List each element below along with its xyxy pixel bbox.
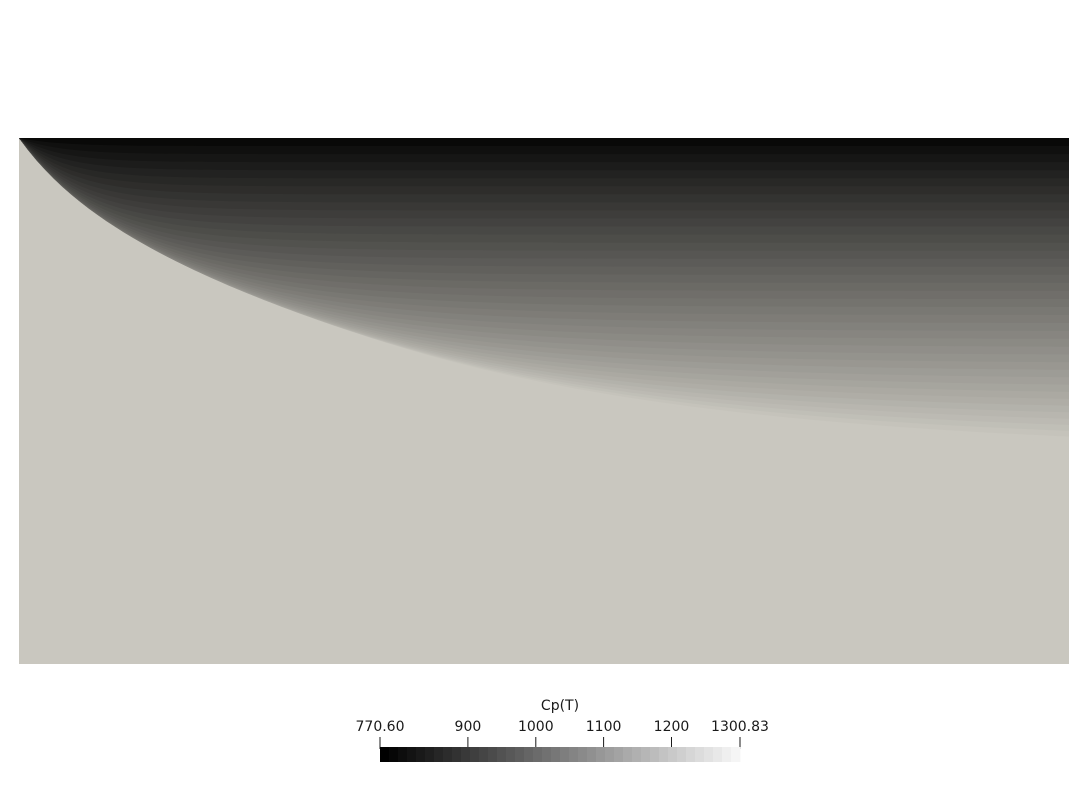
contour-bands <box>19 138 1069 664</box>
colorbar-swatch <box>668 747 678 762</box>
colorbar-swatch <box>596 747 606 762</box>
colorbar-swatch <box>407 747 417 762</box>
colorbar-swatch <box>587 747 597 762</box>
colorbar-swatch <box>560 747 570 762</box>
colorbar-swatch <box>731 747 741 762</box>
colorbar-swatch <box>416 747 426 762</box>
colorbar-gradient <box>380 747 741 762</box>
colorbar-tick-label: 770.60 <box>356 719 405 735</box>
colorbar-swatch <box>704 747 714 762</box>
colorbar-tick-label: 1000 <box>518 719 554 735</box>
colorbar-tick-label: 1100 <box>586 719 622 735</box>
colorbar-swatch <box>650 747 660 762</box>
colorbar-swatch <box>470 747 480 762</box>
colorbar-swatch <box>569 747 579 762</box>
colorbar-swatch <box>479 747 489 762</box>
colorbar-tick-label: 900 <box>455 719 482 735</box>
colorbar-swatch <box>380 747 390 762</box>
colorbar-swatch <box>497 747 507 762</box>
colorbar-swatch <box>506 747 516 762</box>
contour-band <box>19 138 1069 146</box>
colorbar-swatch <box>524 747 534 762</box>
colorbar-swatch <box>659 747 669 762</box>
colorbar-swatch <box>542 747 552 762</box>
colorbar-title: Cp(T) <box>541 698 579 714</box>
colorbar-swatch <box>398 747 408 762</box>
colorbar-swatch <box>632 747 642 762</box>
colorbar-swatch <box>488 747 498 762</box>
colorbar-swatch <box>578 747 588 762</box>
colorbar-swatch <box>677 747 687 762</box>
colorbar-swatch <box>443 747 453 762</box>
colorbar-swatch <box>389 747 399 762</box>
colorbar-swatch <box>614 747 624 762</box>
colorbar-swatch <box>461 747 471 762</box>
colorbar-swatch <box>713 747 723 762</box>
colorbar-swatch <box>551 747 561 762</box>
colorbar-swatch <box>515 747 525 762</box>
colorbar-ticks: 770.60 900 1000 1100 1200 1300.83 <box>356 719 769 749</box>
colorbar-tick-label: 1300.83 <box>711 719 769 735</box>
colorbar-swatch <box>452 747 462 762</box>
colorbar-swatch <box>641 747 651 762</box>
colorbar-tick-label: 1200 <box>654 719 690 735</box>
colorbar-swatch <box>434 747 444 762</box>
colorbar-swatch <box>686 747 696 762</box>
colorbar-swatch <box>695 747 705 762</box>
colorbar-swatch <box>425 747 435 762</box>
colorbar-swatch <box>533 747 543 762</box>
colorbar-swatch <box>722 747 732 762</box>
colorbar-swatch <box>605 747 615 762</box>
colorbar-swatch <box>623 747 633 762</box>
